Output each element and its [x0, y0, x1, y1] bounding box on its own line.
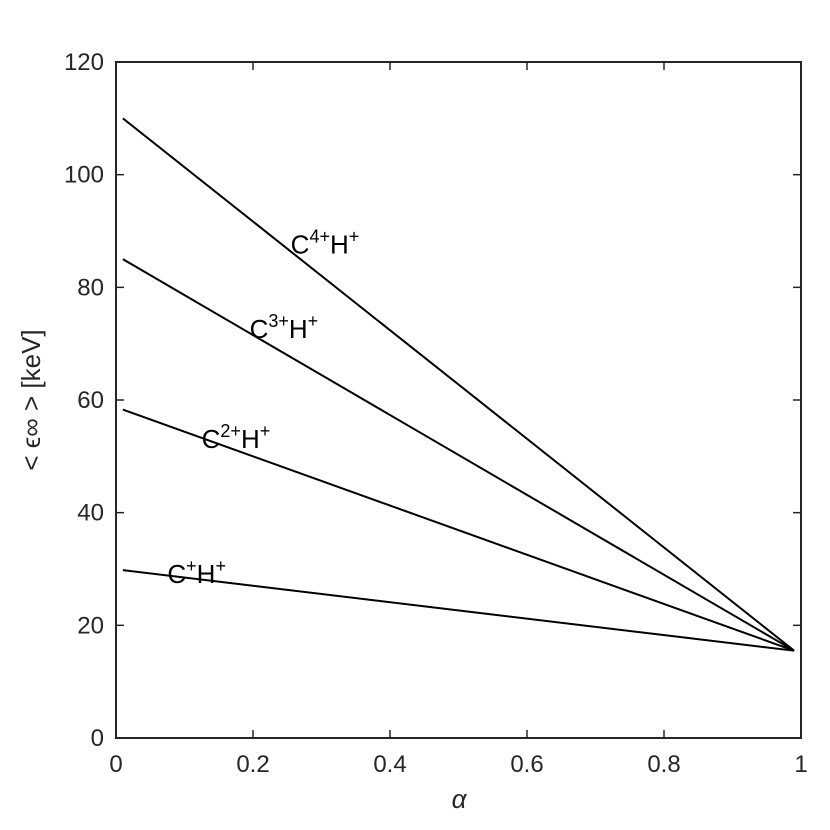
y-tick-label: 20 — [77, 612, 104, 639]
y-tick-label: 100 — [64, 162, 104, 189]
y-tick-label: 60 — [77, 387, 104, 414]
series-label: C2+H+ — [202, 421, 271, 454]
x-tick-label: 1 — [794, 751, 807, 778]
series-label: C3+H+ — [250, 311, 319, 344]
x-axis: 0 0.2 0.4 0.6 0.8 1 — [109, 62, 808, 778]
y-tick-label: 120 — [64, 49, 104, 76]
x-tick-label: 0 — [109, 751, 122, 778]
series-line — [122, 569, 795, 652]
series-label: C4+H+ — [291, 227, 360, 260]
series-lines — [122, 117, 795, 652]
x-tick-label: 0.4 — [373, 751, 406, 778]
x-tick-label: 0.2 — [236, 751, 269, 778]
series-line — [122, 408, 795, 652]
y-tick-label: 80 — [77, 274, 104, 301]
x-tick-label: 0.8 — [647, 751, 680, 778]
y-tick-label: 40 — [77, 500, 104, 527]
x-axis-label: α — [452, 784, 468, 814]
series-line — [122, 117, 795, 652]
series-line — [122, 258, 795, 652]
y-axis: 0 20 40 60 80 100 120 — [64, 49, 801, 752]
series-labels: C4+H+ C3+H+ C2+H+ C+H+ — [167, 227, 359, 590]
series-label: C+H+ — [167, 556, 226, 589]
y-tick-label: 0 — [91, 725, 104, 752]
y-axis-label: < ϵ∞ > [keV] — [16, 329, 46, 470]
x-tick-label: 0.6 — [510, 751, 543, 778]
